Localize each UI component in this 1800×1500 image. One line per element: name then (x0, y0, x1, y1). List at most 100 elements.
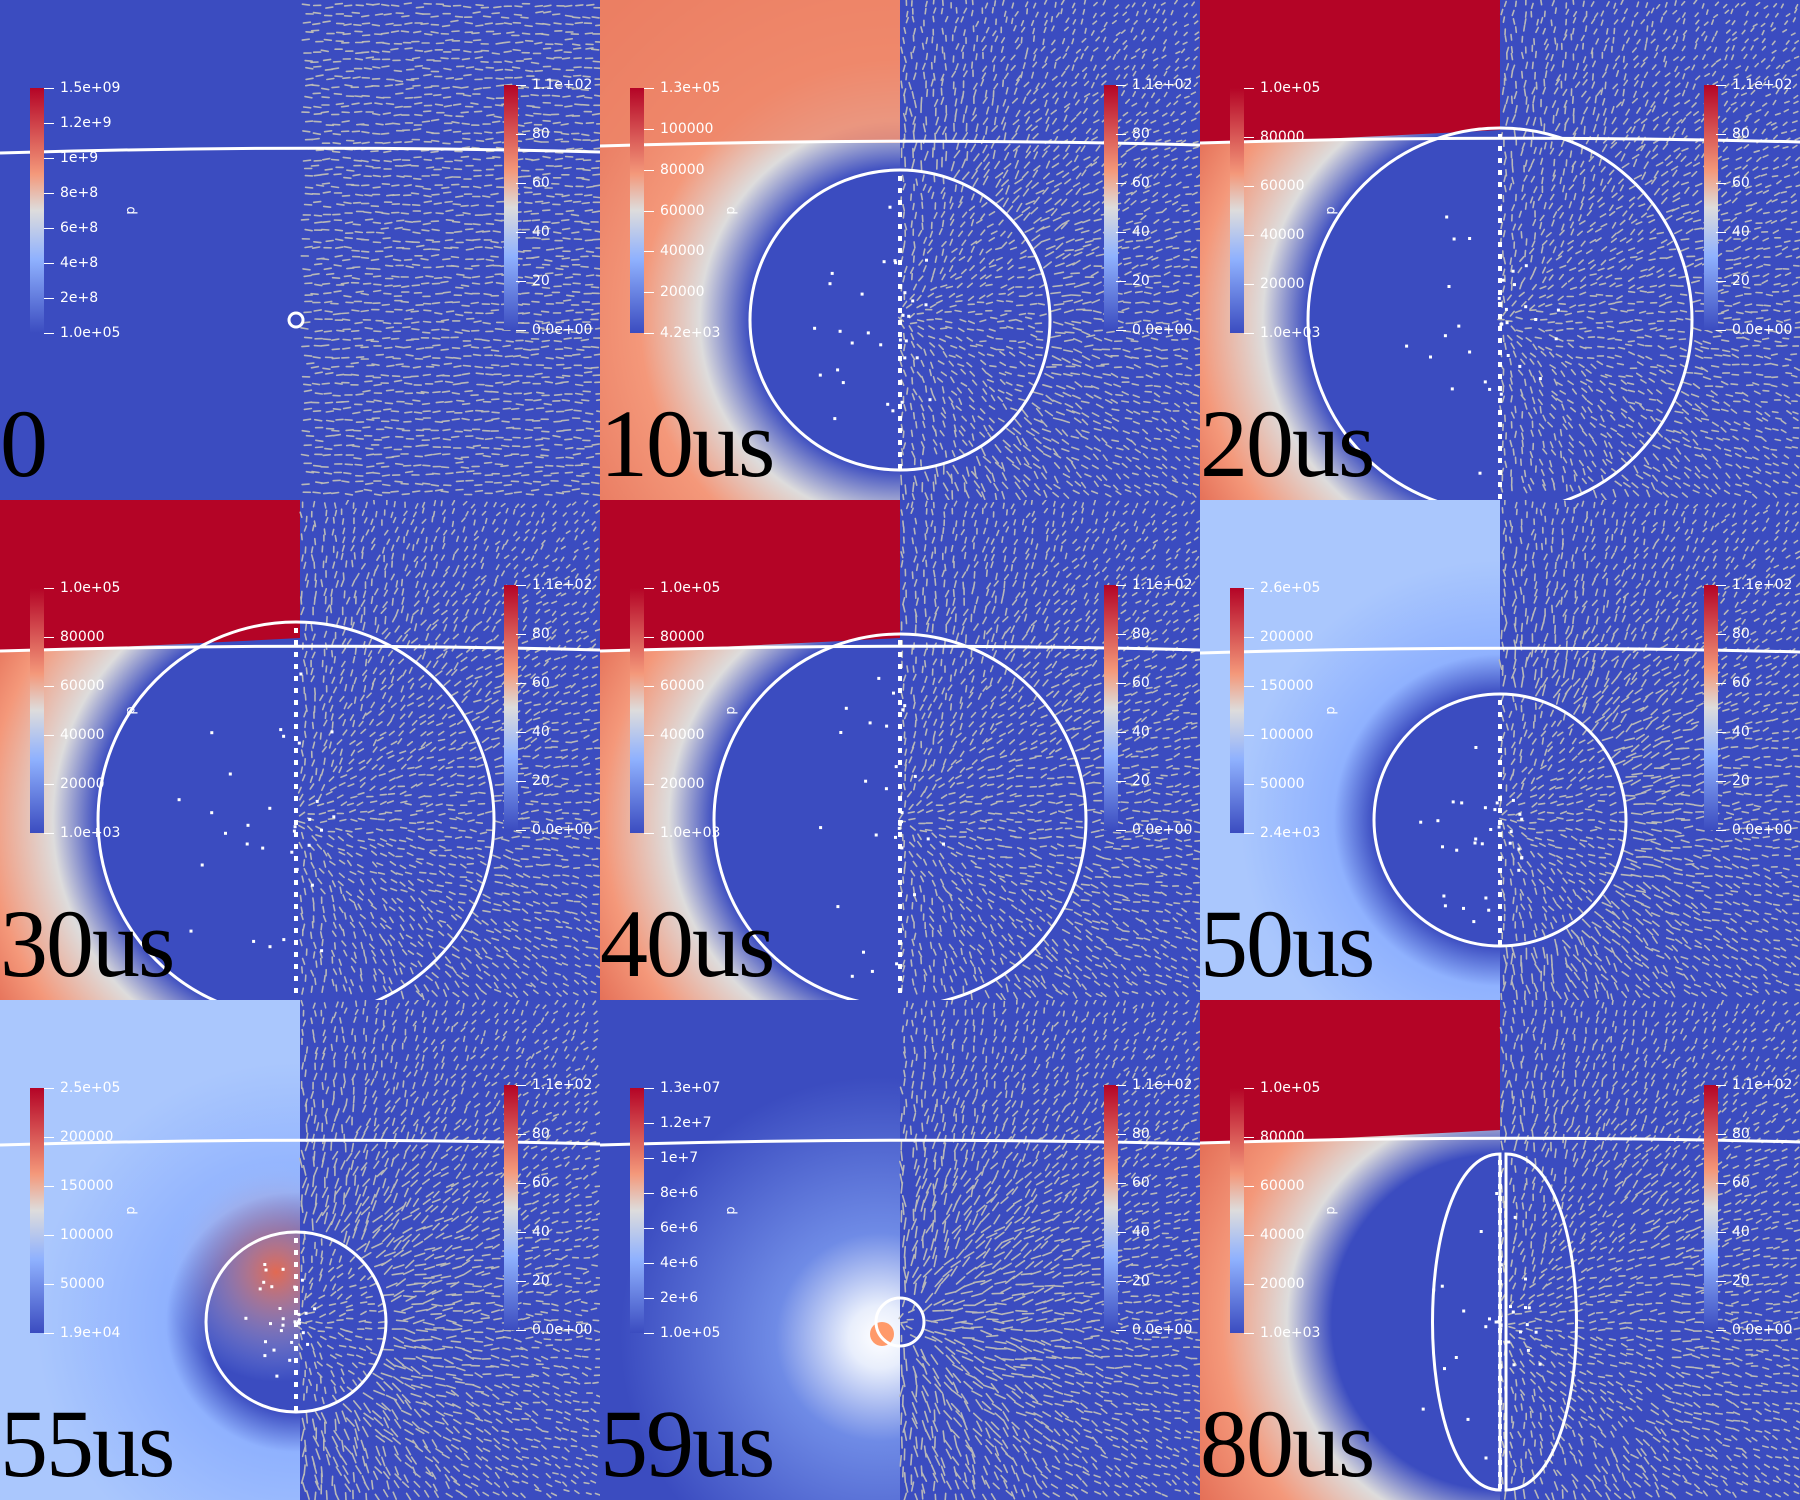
pressure-tick-label: 2.6e+05 (1243, 580, 1321, 596)
time-label: 0 (0, 390, 48, 497)
velocity-tick-label: 1.1e+02 (515, 1077, 593, 1093)
velocity-colorbar-gradient (504, 85, 518, 330)
pressure-tick-label: 20000 (1244, 1276, 1305, 1292)
pressure-tick-label: 40000 (1244, 227, 1305, 243)
pressure-tick-label: 40000 (1244, 1227, 1305, 1243)
pressure-tick-label: 2.4e+03 (1243, 825, 1321, 841)
flow-field (600, 500, 1200, 1000)
pressure-tick-label: 60000 (44, 678, 105, 694)
pressure-tick-label: 200000 (43, 1129, 114, 1145)
velocity-tick-label: 0.0e+00 (1115, 822, 1193, 838)
pressure-tick-label: 1.0e+03 (1243, 325, 1321, 341)
velocity-tick-label: 20 (516, 273, 550, 289)
pressure-tick-label: 20000 (1244, 276, 1305, 292)
velocity-tick-label: 40 (1716, 724, 1750, 740)
pressure-tick-label: 1.2e+7 (644, 1115, 712, 1131)
panel-2: 1.3e+05 100000 80000 60000 40000 20000 4.2e+03… (600, 0, 1200, 500)
pressure-tick-label: 60000 (1244, 1178, 1305, 1194)
velocity-tick-label: 40 (516, 224, 550, 240)
velocity-tick-label: 80 (516, 126, 550, 142)
time-label: 10us (600, 390, 775, 497)
pressure-colorbar-title: p (723, 206, 739, 215)
velocity-tick-label: 40 (1116, 724, 1150, 740)
velocity-tick-label: 20 (1716, 1273, 1750, 1289)
pressure-tick-label: 2e+6 (643, 1290, 699, 1306)
time-label: 55us (0, 1390, 175, 1497)
pressure-colorbar-title: p (723, 1206, 739, 1215)
pressure-colorbar-gradient (1230, 588, 1244, 833)
velocity-tick-label: 40 (1116, 224, 1150, 240)
pressure-colorbar-title: p (1323, 206, 1339, 215)
velocity-tick-label: 1.1e+02 (515, 77, 593, 93)
velocity-tick-label: 20 (1716, 273, 1750, 289)
pressure-tick-label: 1.0e+05 (1243, 1080, 1321, 1096)
velocity-tick-label: 20 (1116, 273, 1150, 289)
velocity-tick-label: 40 (1716, 1224, 1750, 1240)
velocity-colorbar-gradient (504, 1085, 518, 1330)
pressure-tick-label: 100000 (43, 1227, 114, 1243)
velocity-colorbar-gradient (1104, 85, 1118, 330)
velocity-tick-label: 60 (516, 1175, 550, 1191)
pressure-colorbar-gradient (630, 588, 644, 833)
flow-field (0, 0, 600, 500)
pressure-tick-label: 4e+6 (643, 1255, 699, 1271)
velocity-tick-label: 60 (1116, 675, 1150, 691)
velocity-tick-label: 60 (1116, 1175, 1150, 1191)
pressure-tick-label: 1.3e+07 (643, 1080, 721, 1096)
pressure-colorbar-title: p (123, 1206, 139, 1215)
time-label: 30us (0, 890, 175, 997)
velocity-tick-label: 80 (1716, 126, 1750, 142)
time-label: 20us (1200, 390, 1375, 497)
pressure-tick-label: 1e+7 (643, 1150, 699, 1166)
velocity-tick-label: 0.0e+00 (1715, 322, 1793, 338)
pressure-tick-label: 50000 (1244, 776, 1305, 792)
pressure-tick-label: 1.3e+05 (643, 80, 721, 96)
velocity-tick-label: 0.0e+00 (515, 822, 593, 838)
velocity-tick-label: 60 (1716, 1175, 1750, 1191)
flow-field (0, 500, 600, 1000)
pressure-tick-label: 100000 (1243, 727, 1314, 743)
velocity-colorbar-gradient (1704, 85, 1718, 330)
velocity-tick-label: 60 (516, 675, 550, 691)
pressure-tick-label: 80000 (44, 629, 105, 645)
pressure-tick-label: 20000 (644, 284, 705, 301)
velocity-tick-label: 80 (1716, 1126, 1750, 1142)
velocity-colorbar-gradient (1704, 1085, 1718, 1330)
velocity-tick-label: 60 (1716, 175, 1750, 191)
velocity-tick-label: 0.0e+00 (1115, 1322, 1193, 1338)
pressure-tick-label: 150000 (43, 1178, 114, 1194)
velocity-tick-label: 20 (1116, 1273, 1150, 1289)
panel-3: 1.0e+05 80000 60000 40000 20000 1.0e+03 p 1.1e+… (1200, 0, 1800, 500)
pressure-tick-label: 80000 (644, 161, 705, 178)
pressure-tick-label: 1.9e+04 (43, 1325, 121, 1341)
velocity-tick-label: 20 (1116, 773, 1150, 789)
pressure-colorbar-gradient (630, 1088, 644, 1333)
panel-6: 2.6e+05 200000 150000 100000 50000 2.4e+03 p 1.… (1200, 500, 1800, 1000)
velocity-tick-label: 20 (1716, 773, 1750, 789)
pressure-tick-label: 20000 (44, 776, 105, 792)
pressure-colorbar-title: p (723, 706, 739, 715)
pressure-colorbar-gradient (1230, 88, 1244, 333)
time-label: 50us (1200, 890, 1375, 997)
pressure-tick-label: 100000 (643, 120, 714, 137)
velocity-colorbar-gradient (504, 585, 518, 830)
pressure-tick-label: 40000 (44, 727, 105, 743)
velocity-tick-label: 0.0e+00 (1715, 822, 1793, 838)
velocity-tick-label: 20 (516, 1273, 550, 1289)
pressure-tick-label: 1.0e+03 (1243, 1325, 1321, 1341)
velocity-tick-label: 1.1e+02 (1115, 77, 1193, 93)
pressure-tick-label: 20000 (644, 776, 705, 792)
velocity-tick-label: 1.1e+02 (1715, 1077, 1793, 1093)
pressure-tick-label: 40000 (644, 243, 705, 260)
pressure-tick-label: 6e+8 (43, 220, 99, 236)
pressure-tick-label: 1.0e+03 (43, 825, 121, 841)
velocity-tick-label: 0.0e+00 (515, 1322, 593, 1338)
flow-field (1200, 0, 1800, 500)
pressure-tick-label: 80000 (1244, 129, 1305, 145)
pressure-tick-label: 1.5e+09 (43, 80, 121, 96)
velocity-tick-label: 60 (516, 175, 550, 191)
time-label: 80us (1200, 1390, 1375, 1497)
panel-8: 1.3e+07 1.2e+7 1e+7 8e+6 6e+6 4e+6 2e+6 1.0e+05… (600, 1000, 1200, 1500)
velocity-tick-label: 80 (1116, 1126, 1150, 1142)
flow-field (600, 1000, 1200, 1500)
